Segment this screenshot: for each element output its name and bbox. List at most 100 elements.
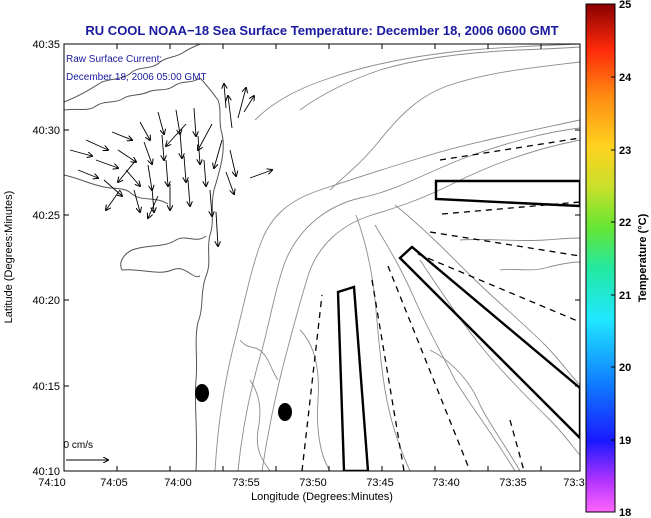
- y-tick-label: 40:10: [32, 466, 60, 478]
- current-vector: [210, 189, 212, 216]
- survey-boxes: [336, 179, 580, 471]
- x-tick-label: 73:40: [432, 477, 460, 489]
- contour-line: [261, 139, 580, 471]
- current-vector: [148, 195, 159, 218]
- contour-line: [459, 237, 580, 242]
- current-vector: [69, 149, 92, 156]
- map-plot-area: 50 cm/s Raw Surface Current: December 18…: [3, 39, 585, 503]
- y-tick-label: 40:35: [32, 39, 60, 51]
- contour-line: [214, 119, 580, 471]
- current-vector: [162, 134, 164, 160]
- y-axis-title: Latitude (Degrees:Minutes): [3, 191, 15, 324]
- current-vector: [225, 171, 234, 194]
- current-vector: [139, 121, 150, 140]
- x-tick-label: 74:05: [100, 477, 128, 489]
- current-vector: [188, 179, 190, 206]
- contour-line: [499, 261, 580, 271]
- current-vector: [229, 149, 236, 176]
- colorbar-gradient: [585, 3, 616, 513]
- current-vector: [125, 169, 140, 186]
- current-note-line2: December 18, 2006 05:00 GMT: [66, 72, 207, 83]
- current-vector: [237, 88, 246, 119]
- y-tick-label: 40:25: [32, 210, 60, 222]
- contour-line: [237, 127, 580, 471]
- current-vector: [95, 159, 118, 168]
- y-tick-label: 40:20: [32, 295, 60, 307]
- current-vector: [147, 164, 152, 190]
- current-vector: [216, 211, 218, 246]
- colorbar-tick-label: 23: [619, 145, 631, 157]
- x-tick-label: 73:55: [232, 477, 260, 489]
- x-tick-label: 74:00: [164, 477, 192, 489]
- surface-current-vectors: [69, 84, 272, 246]
- dot-marker-east: [278, 403, 292, 421]
- bathymetry-contours: [214, 44, 580, 471]
- contour-line: [355, 214, 411, 471]
- coastline: [64, 44, 224, 471]
- sector-line: [439, 137, 580, 161]
- colorbar-tick-label: 24: [619, 72, 632, 84]
- colorbar-tick-label: 20: [619, 362, 631, 374]
- sector-line: [301, 294, 323, 471]
- current-vector: [157, 111, 164, 134]
- current-vector: [117, 149, 136, 162]
- dot-marker-west: [195, 384, 209, 402]
- current-vector: [111, 131, 132, 140]
- x-tick-label: 73:35: [499, 477, 527, 489]
- contour-line: [429, 349, 521, 471]
- current-vector: [194, 107, 196, 136]
- current-vector: [85, 139, 108, 150]
- current-vector: [166, 123, 187, 146]
- current-vector: [184, 155, 186, 182]
- contour-line: [249, 379, 271, 471]
- colorbar-tick-label: 18: [619, 507, 631, 518]
- current-vector: [166, 159, 168, 186]
- tick-marks: [63, 43, 580, 472]
- sector-line: [509, 419, 525, 471]
- x-tick-labels: 74:10 74:05 74:00 73:55 73:50 73:45 73:4…: [38, 477, 584, 489]
- y-tick-label: 40:15: [32, 381, 60, 393]
- scale-vector-label: 50 cm/s: [58, 440, 93, 451]
- contour-line: [239, 339, 279, 381]
- current-vector: [103, 179, 122, 196]
- colorbar-tick-label: 22: [619, 217, 631, 229]
- colorbar-tick-label: 25: [619, 0, 631, 11]
- current-vector: [214, 139, 223, 168]
- colorbar-tick-label: 21: [619, 290, 631, 302]
- x-tick-label: 73:3: [563, 477, 584, 489]
- current-vector: [143, 141, 152, 164]
- colorbar-title: Temperature (°C): [637, 213, 649, 302]
- x-tick-label: 73:50: [299, 477, 327, 489]
- colorbar: 25 24 23 22 21 20 19 18 Temperature (°C): [585, 0, 649, 518]
- current-vector: [133, 189, 140, 212]
- current-vector: [77, 169, 98, 178]
- y-tick-label: 40:30: [32, 125, 60, 137]
- current-vector: [204, 159, 206, 186]
- current-vector: [106, 189, 121, 210]
- current-vector: [198, 123, 213, 150]
- contour-line: [419, 259, 580, 456]
- contour-line: [329, 61, 580, 191]
- contour-line: [374, 224, 516, 471]
- current-vector: [175, 109, 180, 134]
- contour-line: [299, 46, 580, 111]
- plot-frame: [63, 43, 581, 472]
- contour-line: [394, 204, 580, 386]
- x-tick-label: 73:45: [366, 477, 394, 489]
- x-tick-label: 74:10: [38, 477, 66, 489]
- contour-line: [254, 44, 580, 121]
- survey-box-east: [434, 179, 580, 208]
- survey-box-south: [336, 285, 370, 471]
- x-axis-title: Longitude (Degrees:Minutes): [251, 491, 393, 503]
- current-vector: [180, 131, 182, 158]
- current-vector: [118, 159, 137, 182]
- current-vector: [249, 170, 272, 179]
- current-note-line1: Raw Surface Current:: [66, 54, 162, 65]
- current-vector: [152, 187, 154, 212]
- contour-line: [299, 329, 331, 471]
- colorbar-ticks: [611, 76, 615, 441]
- survey-box-southeast: [398, 245, 580, 440]
- current-vector: [224, 84, 226, 109]
- sector-line: [429, 231, 580, 257]
